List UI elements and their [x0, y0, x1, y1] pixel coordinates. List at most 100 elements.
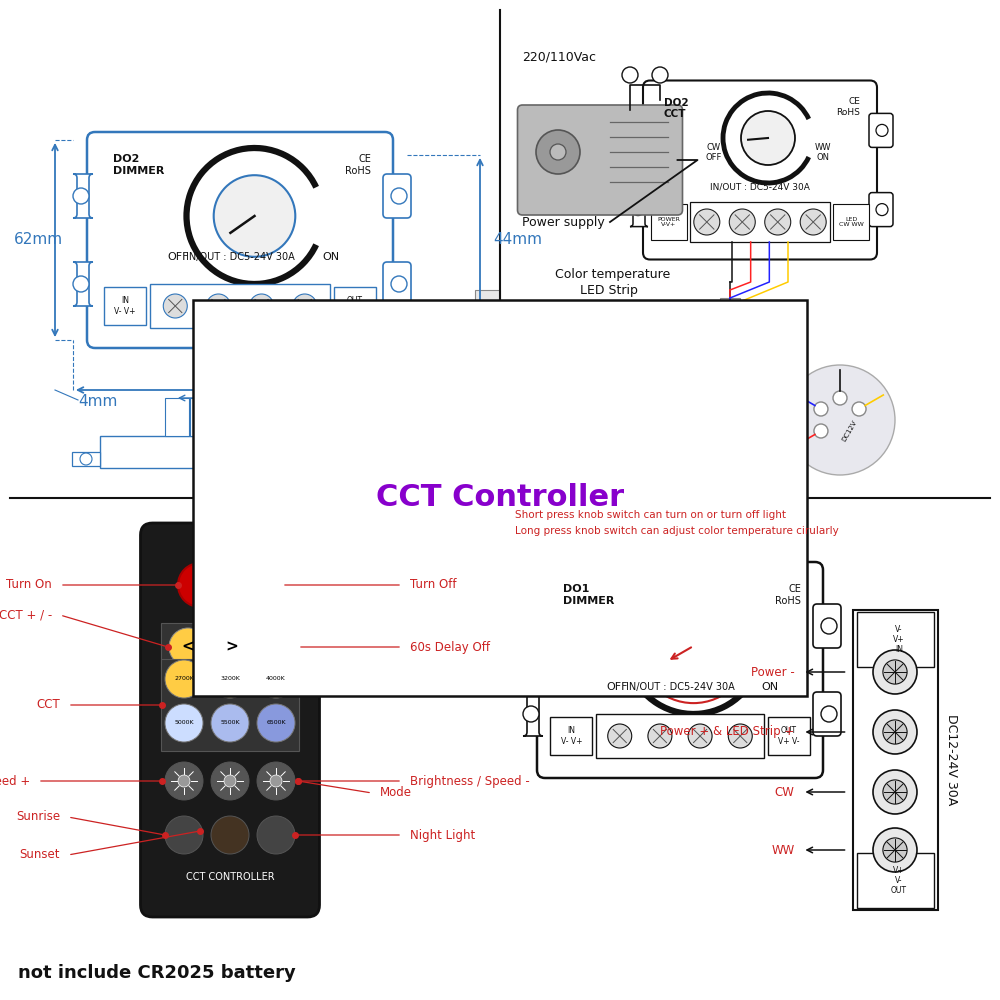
Bar	[690, 202, 830, 242]
Circle shape	[632, 124, 644, 136]
Circle shape	[654, 399, 670, 416]
Text: Night Light: Night Light	[410, 828, 475, 842]
Text: POWER
V-V+: POWER V-V+	[658, 217, 680, 227]
Bar	[683, 307, 713, 333]
Circle shape	[178, 775, 190, 787]
Circle shape	[165, 816, 203, 854]
Bar	[216, 398, 240, 436]
FancyBboxPatch shape	[383, 174, 411, 218]
FancyBboxPatch shape	[630, 113, 648, 147]
Text: WW
ON: WW ON	[815, 143, 831, 162]
Text: OUT
V+ V-: OUT V+ V-	[778, 726, 799, 746]
Circle shape	[73, 276, 89, 292]
Circle shape	[211, 816, 249, 854]
Text: OFF: OFF	[168, 252, 189, 262]
Circle shape	[178, 563, 222, 607]
Circle shape	[688, 724, 712, 748]
Circle shape	[197, 380, 233, 416]
Text: 5000K: 5000K	[174, 720, 194, 726]
Text: 62mm: 62mm	[13, 232, 63, 247]
Circle shape	[163, 294, 187, 318]
Bar	[190, 398, 214, 436]
Circle shape	[612, 399, 629, 416]
Text: 220/110Vac: 220/110Vac	[522, 50, 596, 63]
FancyBboxPatch shape	[813, 604, 841, 648]
Text: OUT
V+ V-: OUT V+ V-	[344, 296, 366, 316]
Circle shape	[206, 294, 230, 318]
Circle shape	[648, 724, 672, 748]
Bar	[768, 717, 810, 755]
Bar	[475, 290, 500, 350]
Bar	[150, 284, 330, 328]
Circle shape	[214, 175, 295, 257]
Text: 3200K: 3200K	[220, 676, 240, 682]
Text: CE
RoHS: CE RoHS	[775, 584, 801, 606]
Text: DC12-24V 30A: DC12-24V 30A	[945, 714, 958, 806]
Text: 60s Delay Off: 60s Delay Off	[410, 641, 490, 654]
Circle shape	[391, 188, 407, 204]
Circle shape	[211, 660, 249, 698]
Circle shape	[821, 618, 837, 634]
FancyBboxPatch shape	[813, 692, 841, 736]
Circle shape	[211, 704, 249, 742]
Circle shape	[73, 188, 89, 204]
Circle shape	[250, 294, 274, 318]
FancyBboxPatch shape	[73, 174, 93, 218]
Bar	[330, 452, 358, 466]
FancyBboxPatch shape	[140, 523, 320, 917]
Bar	[613, 307, 643, 333]
Circle shape	[833, 391, 847, 405]
FancyBboxPatch shape	[643, 81, 877, 259]
Circle shape	[224, 775, 236, 787]
Circle shape	[270, 775, 282, 787]
Text: 4mm: 4mm	[78, 394, 117, 409]
FancyBboxPatch shape	[869, 113, 893, 147]
Bar	[596, 714, 764, 758]
Text: CCT CONTROLLER: CCT CONTROLLER	[186, 872, 274, 882]
Bar	[856, 853, 934, 908]
Bar	[161, 659, 299, 751]
Circle shape	[765, 209, 791, 235]
Circle shape	[852, 402, 866, 416]
Text: Power -: Power -	[751, 666, 794, 678]
Text: CCT: CCT	[36, 698, 60, 712]
Bar	[165, 398, 189, 436]
Bar	[241, 398, 265, 436]
Circle shape	[632, 204, 644, 216]
Text: OFF: OFF	[607, 682, 628, 692]
Circle shape	[873, 710, 917, 754]
Text: Power + & LED Strip +: Power + & LED Strip +	[660, 726, 794, 738]
Text: DO2
DIMMER: DO2 DIMMER	[113, 154, 164, 176]
Bar	[833, 204, 869, 240]
Circle shape	[612, 472, 629, 488]
Circle shape	[876, 124, 888, 136]
Text: not include CR2025 battery: not include CR2025 battery	[18, 964, 296, 982]
Text: Turn Off: Turn Off	[410, 578, 456, 591]
Circle shape	[653, 605, 734, 687]
Text: WW: WW	[771, 844, 794, 856]
Bar	[852, 610, 938, 910]
Text: IN/OUT : DC5-24V 30A: IN/OUT : DC5-24V 30A	[710, 183, 810, 192]
Circle shape	[694, 209, 720, 235]
FancyBboxPatch shape	[518, 105, 682, 215]
Text: CE
RoHS: CE RoHS	[836, 98, 860, 117]
Circle shape	[729, 209, 755, 235]
Circle shape	[259, 628, 297, 666]
Text: Sunrise: Sunrise	[16, 810, 60, 824]
Circle shape	[654, 424, 670, 440]
FancyBboxPatch shape	[523, 692, 543, 736]
Circle shape	[257, 816, 295, 854]
Text: 60S
Delay
Off: 60S Delay Off	[270, 639, 286, 655]
Circle shape	[248, 575, 268, 595]
Circle shape	[654, 472, 670, 488]
Circle shape	[873, 770, 917, 814]
Circle shape	[169, 628, 207, 666]
Text: LED Strip: LED Strip	[580, 284, 638, 297]
Text: DC12V: DC12V	[841, 420, 859, 443]
Bar	[542, 307, 572, 333]
FancyBboxPatch shape	[523, 604, 543, 648]
Circle shape	[523, 618, 539, 634]
Circle shape	[536, 130, 580, 174]
Bar	[648, 307, 678, 333]
FancyBboxPatch shape	[600, 365, 680, 495]
